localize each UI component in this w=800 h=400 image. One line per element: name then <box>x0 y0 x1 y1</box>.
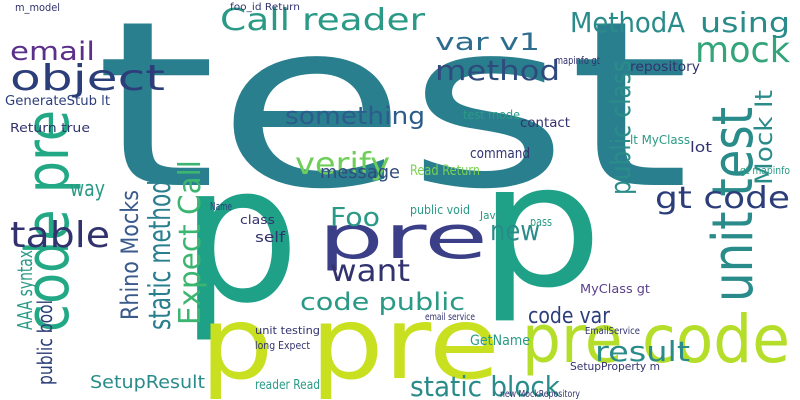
word: test <box>95 0 690 240</box>
word: Return true <box>10 121 90 135</box>
word: MyClass gt <box>580 282 650 296</box>
word: Expect Call <box>173 160 208 325</box>
word: static block <box>410 370 561 400</box>
word: SetupProperty m <box>570 360 660 373</box>
word: verify <box>295 147 390 182</box>
word: AAA syntax <box>13 250 37 330</box>
word: table <box>10 215 110 256</box>
word: m_model <box>15 1 60 14</box>
word: p <box>478 128 603 326</box>
word: Java <box>479 209 502 222</box>
word: message <box>320 162 400 183</box>
word: unit test <box>701 107 766 302</box>
word: code pre <box>13 110 83 332</box>
word: Read Return <box>410 163 480 179</box>
word: want <box>330 254 410 289</box>
word: pre <box>318 203 488 273</box>
word: pre code <box>522 301 790 378</box>
word: public bool <box>33 300 57 385</box>
word: method <box>435 54 560 87</box>
word: Name <box>210 200 232 213</box>
word: new MockRepository <box>500 389 580 400</box>
word: Foo <box>330 203 380 233</box>
word: Mock It <box>750 90 778 185</box>
word: static method <box>143 180 178 330</box>
word: object <box>10 58 165 99</box>
word: var v1 <box>435 28 540 56</box>
word: MethodA <box>570 6 685 39</box>
word: email <box>10 37 95 67</box>
word: GenerateStub lt <box>5 94 110 109</box>
word: unit testing <box>255 324 320 337</box>
word: something <box>285 102 425 130</box>
word: contact <box>520 116 570 131</box>
word: pass <box>530 215 552 229</box>
word: lot <box>690 140 713 156</box>
word: test mode <box>463 108 520 122</box>
word: SetupResult <box>90 372 205 393</box>
word: lt MyClass <box>630 133 690 147</box>
word: long Expect <box>255 339 311 352</box>
word: command <box>470 146 530 162</box>
word: self <box>255 230 286 246</box>
word: result <box>595 335 690 368</box>
word: p pre <box>200 285 500 400</box>
word: EmailService <box>585 326 640 337</box>
word: class <box>240 213 275 227</box>
word: foo_id Return <box>230 2 300 13</box>
word: Call reader <box>220 3 426 38</box>
word: Rhino Mocks <box>116 190 144 320</box>
word: new <box>490 214 540 247</box>
word: code public <box>300 288 465 316</box>
word: p <box>180 124 300 345</box>
word: using <box>700 6 790 39</box>
word: code var <box>528 304 611 329</box>
word: repository <box>630 60 700 75</box>
word: public void <box>410 203 470 217</box>
word: public class <box>604 60 637 195</box>
word: email service <box>425 312 475 323</box>
word: reader Read <box>255 378 320 393</box>
word: way <box>70 177 105 202</box>
word: mapinfo gt <box>555 54 601 67</box>
word: GetName <box>470 333 530 349</box>
word: gt mapinfo <box>740 164 790 177</box>
word: gt code <box>655 181 790 216</box>
word: mock <box>695 30 790 71</box>
